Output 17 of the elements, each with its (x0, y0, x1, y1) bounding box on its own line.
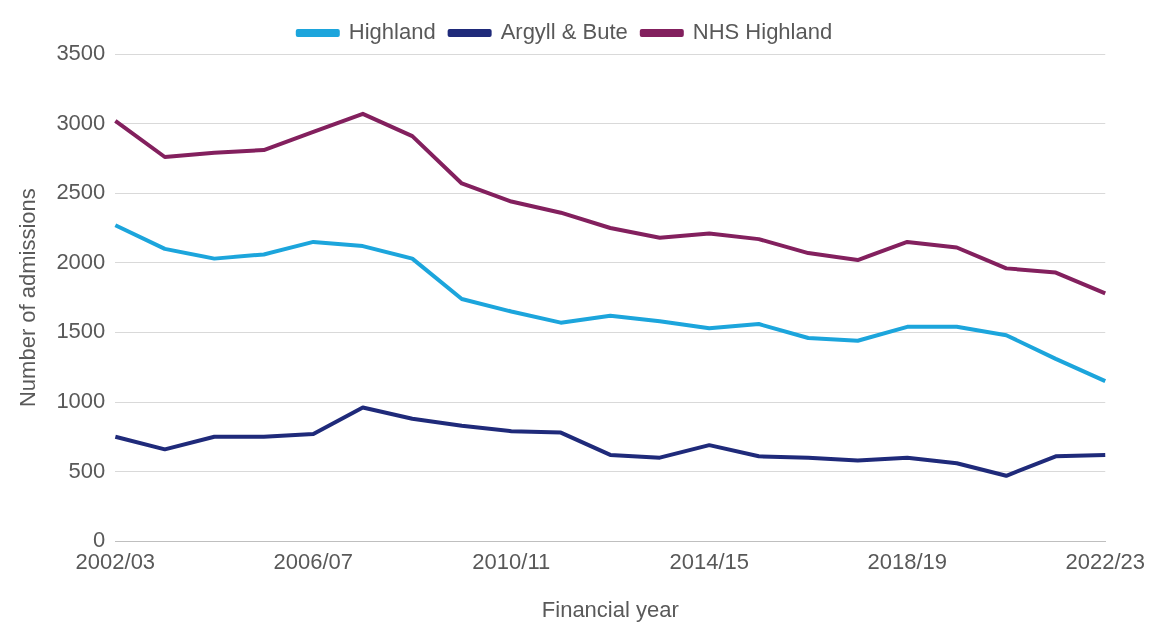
x-tick-label: 2010/11 (472, 549, 551, 575)
y-tick-label: 2000 (56, 248, 106, 274)
y-tick-label: 1500 (56, 318, 106, 344)
x-tick-label: 2006/07 (273, 549, 354, 575)
y-tick-label: 3000 (56, 109, 106, 135)
x-axis-title: Financial year (541, 596, 679, 622)
y-tick-label: 3500 (56, 40, 106, 66)
x-tick-label: 2014/15 (669, 549, 750, 575)
x-tick-label: 2018/19 (867, 549, 948, 575)
x-tick-label: 2022/23 (1065, 549, 1145, 575)
legend-label: NHS Highland (692, 19, 833, 45)
y-axis-title: Number of admissions (15, 188, 41, 408)
y-tick-label: 1000 (56, 388, 106, 414)
legend-label: Argyll & Bute (500, 19, 628, 45)
legend-label: Highland (348, 19, 436, 45)
y-tick-label: 2500 (56, 179, 106, 205)
y-tick-label: 500 (68, 457, 106, 483)
